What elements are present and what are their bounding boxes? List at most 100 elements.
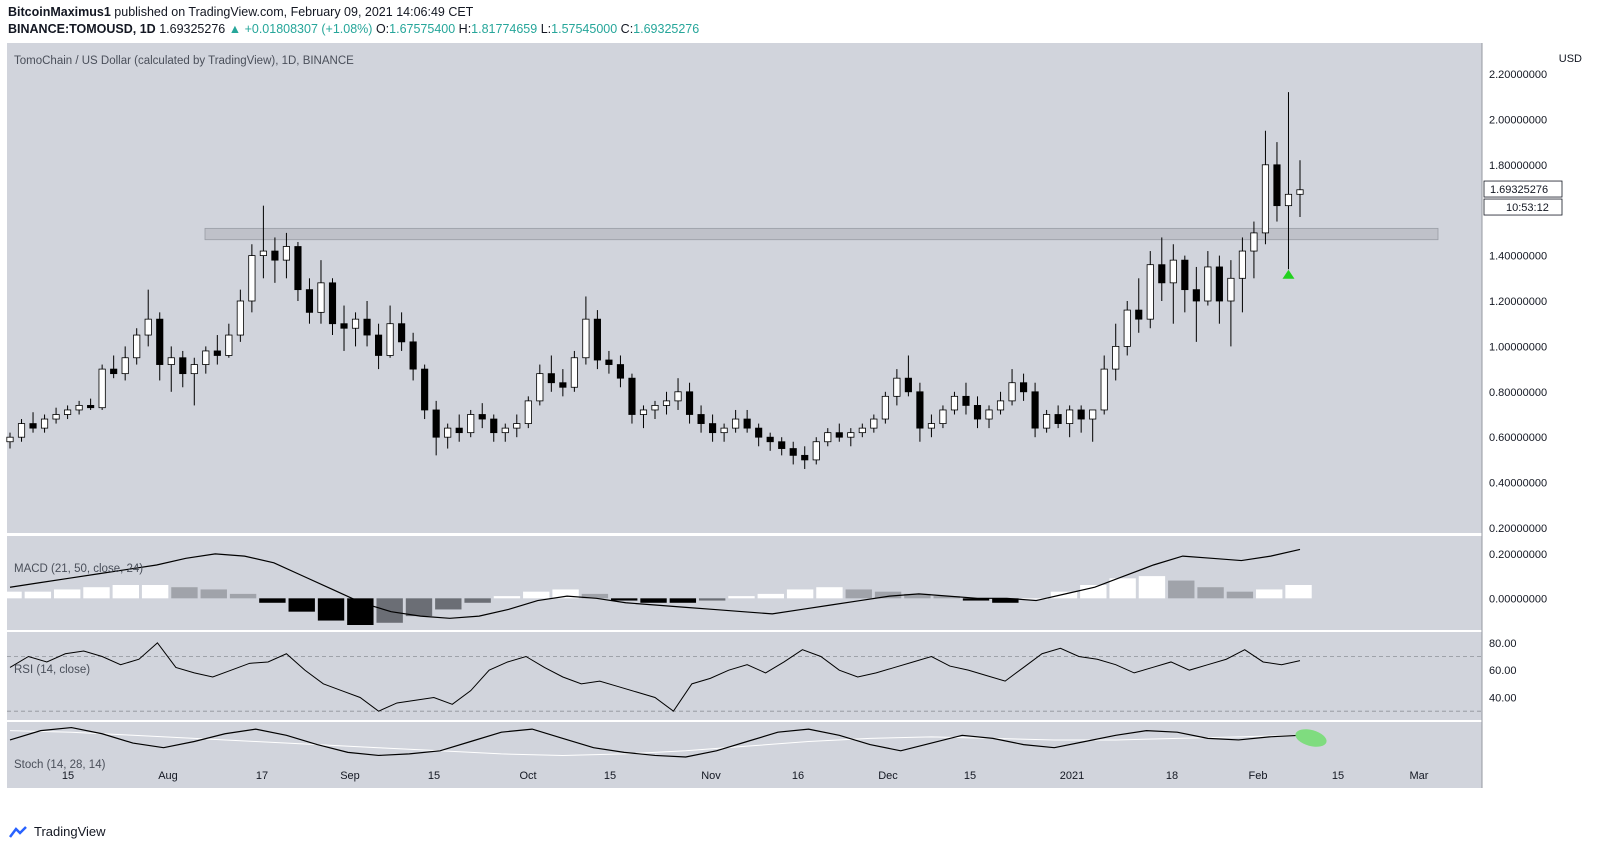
tradingview-footer[interactable]: TradingView <box>8 824 106 839</box>
price-tick-label: 1.40000000 <box>1489 251 1547 263</box>
candle-body <box>651 405 659 411</box>
candle-body <box>743 418 751 429</box>
last-price-label: 1.69325276 <box>1490 184 1548 196</box>
candle-body <box>628 377 636 415</box>
candle-body <box>1158 264 1166 284</box>
macd-histogram-bar <box>288 598 315 612</box>
last-price-box <box>1483 180 1563 198</box>
macd-histogram-bar <box>112 585 139 599</box>
macd-histogram-bar <box>435 598 462 610</box>
candle-body <box>755 427 763 438</box>
candle-body <box>536 373 544 402</box>
macd-histogram-bar <box>229 593 257 599</box>
candle-body <box>985 409 993 420</box>
time-tick-label: 15 <box>428 770 440 782</box>
macd-histogram-bar <box>53 589 81 599</box>
candle-body <box>455 427 463 434</box>
rsi-tick-label: 60.00 <box>1489 665 1517 677</box>
macd-histogram-bar <box>1138 576 1166 599</box>
low-label: L: <box>540 22 552 36</box>
macd-histogram-bar <box>0 591 22 599</box>
candle-body <box>593 318 601 361</box>
price-tick-label: 0.60000000 <box>1489 432 1547 444</box>
candle-body <box>133 334 141 359</box>
candle-body <box>720 427 728 434</box>
ohlc-legend: BINANCE:TOMOUSD, 1D 1.69325276 ▲ +0.0180… <box>8 22 699 36</box>
macd-histogram-bar <box>904 593 931 599</box>
macd-histogram-bar <box>347 598 374 625</box>
candle-body <box>202 350 210 365</box>
last-price: 1.69325276 <box>159 22 226 36</box>
candle-body <box>225 334 233 356</box>
candle-body <box>1054 414 1062 424</box>
currency-label: USD <box>1559 53 1582 65</box>
stoch-layer <box>9 726 1327 758</box>
macd-histogram-bar <box>611 598 638 601</box>
candle-body <box>236 300 244 336</box>
time-tick-label: 15 <box>604 770 616 782</box>
macd-histogram-bar <box>1285 585 1312 599</box>
candle-body <box>835 432 843 438</box>
time-tick-label: 2021 <box>1060 770 1084 782</box>
buy-signal-marker <box>1282 269 1295 279</box>
candle-body <box>524 400 532 424</box>
stoch-k-line <box>9 726 1301 758</box>
time-tick-label: Oct <box>519 770 536 782</box>
last-price-tag: 1.69325276 10:53:12 <box>1483 180 1563 216</box>
candle-body <box>1250 232 1258 252</box>
price-tick-label: 2.00000000 <box>1489 114 1547 126</box>
candle-body <box>213 350 221 356</box>
macd-histogram-bar <box>464 598 491 603</box>
macd-histogram-bar <box>83 587 110 599</box>
candle-body <box>478 414 486 420</box>
time-axis-bg <box>7 760 1482 788</box>
candle-body <box>616 364 625 379</box>
price-tick-label: 0.80000000 <box>1489 387 1547 399</box>
countdown-label: 10:53:12 <box>1506 202 1549 214</box>
candle-body <box>996 400 1005 411</box>
candle-body <box>1008 382 1016 402</box>
macd-histogram-bar <box>1021 598 1048 600</box>
close-value: 1.69325276 <box>633 22 700 36</box>
candle-body <box>386 323 394 356</box>
candle-body <box>605 359 613 365</box>
macd-histogram-bar <box>992 598 1019 603</box>
macd-histogram-bar <box>523 591 550 599</box>
time-tick-label: 18 <box>1166 770 1178 782</box>
stoch-pane <box>7 722 1482 760</box>
candle-body <box>916 391 924 429</box>
candle-body <box>662 400 671 406</box>
macd-histogram-bar <box>786 589 814 599</box>
candle-body <box>1146 264 1154 320</box>
candle-body <box>685 391 694 415</box>
candle-body <box>409 341 417 370</box>
macd-histogram-bar <box>259 598 286 603</box>
macd-pane <box>7 536 1482 630</box>
macd-histogram-bar <box>405 598 433 617</box>
rsi-title: RSI (14, close) <box>14 664 90 676</box>
candle-body <box>870 418 878 429</box>
price-tick-label: 1.20000000 <box>1489 296 1547 308</box>
rsi-layer <box>7 642 1482 712</box>
stoch-highlight-ellipse <box>1295 729 1327 747</box>
candle-body <box>1169 259 1177 284</box>
candle-body <box>87 405 95 409</box>
countdown-box <box>1483 198 1563 216</box>
candle-body <box>1020 382 1028 393</box>
candle-body <box>305 289 314 313</box>
time-tick-label: Sep <box>340 770 360 782</box>
author-name[interactable]: BitcoinMaximus1 <box>8 5 111 19</box>
candle-body <box>904 377 912 393</box>
chart-panes <box>7 43 1563 788</box>
macd-histogram-bar <box>1197 587 1224 599</box>
candle-body <box>1123 309 1131 347</box>
price-change: ▲ +0.01808307 (+1.08%) <box>228 22 373 36</box>
axis-layer: 2.200000002.000000001.800000001.60000000… <box>62 69 1563 782</box>
candle-body <box>1077 409 1085 420</box>
candle-body <box>1204 266 1212 302</box>
candle-body <box>674 391 682 402</box>
stoch-title: Stoch (14, 28, 14) <box>14 759 106 771</box>
symbol-label: BINANCE:TOMOUSD, 1D <box>8 22 156 36</box>
candle-body <box>6 436 14 443</box>
